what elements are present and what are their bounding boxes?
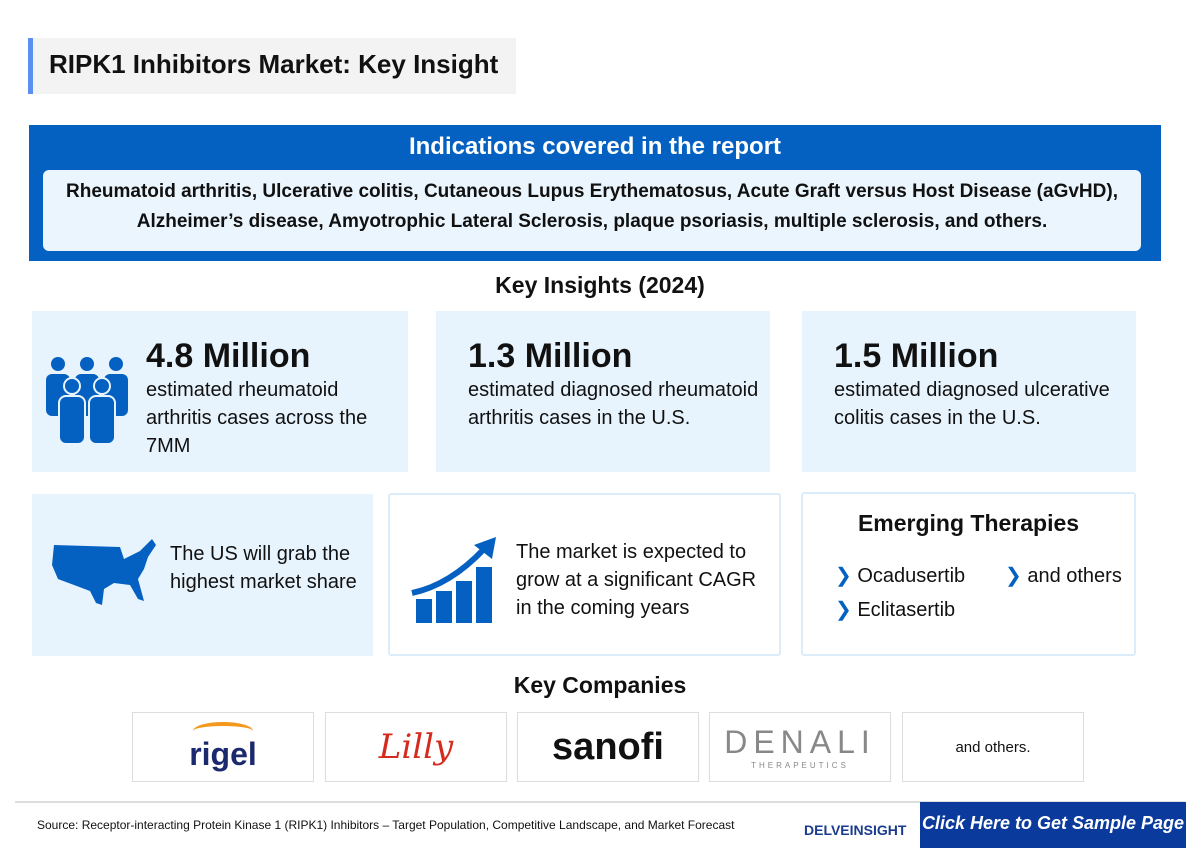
stat-desc: estimated rheumatoid arthritis cases acr… — [146, 379, 368, 457]
therapy-item: ❯ Eclitasertib — [835, 599, 956, 621]
stat-value: 4.8 Million — [146, 337, 311, 375]
stat-card-3: 1.5 Million estimated diagnosed ulcerati… — [802, 311, 1136, 472]
us-map-icon — [52, 539, 156, 605]
indications-text: Rheumatoid arthritis, Ulcerative colitis… — [43, 170, 1141, 251]
us-share-card: The US will grab the highest market shar… — [32, 494, 373, 656]
source-text: Source: Receptor-interacting Protein Kin… — [37, 818, 735, 832]
indications-heading: Indications covered in the report — [408, 133, 782, 160]
stat-desc: estimated diagnosed ulcerative colitis c… — [834, 379, 1110, 429]
insights-heading: Key Insights (2024) — [495, 272, 705, 298]
stat-value: 1.5 Million — [834, 337, 999, 375]
stat-value: 1.3 Million — [468, 337, 633, 375]
others-logo: and others. — [902, 712, 1084, 782]
therapies-card: Emerging Therapies ❯ Ocadusertib ❯ Eclit… — [801, 492, 1136, 656]
growth-card: The market is expected to grow at a sign… — [388, 493, 781, 656]
therapies-heading: Emerging Therapies — [857, 510, 1080, 536]
divider — [15, 801, 1185, 803]
denali-logo: DENALI THERAPEUTICS — [709, 712, 891, 782]
people-group-icon — [46, 357, 128, 445]
stat-card-2: 1.3 Million estimated diagnosed rheumato… — [436, 311, 770, 472]
sample-page-button[interactable]: Click Here to Get Sample Page — [920, 802, 1186, 848]
lilly-logo: Lilly — [325, 712, 507, 782]
therapy-item: ❯ Ocadusertib — [835, 565, 966, 587]
stat-card-1: 4.8 Million estimated rheumatoid arthrit… — [32, 311, 408, 472]
rigel-logo: rigel — [132, 712, 314, 782]
page-title: RIPK1 Inhibitors Market: Key Insight — [28, 38, 516, 94]
us-share-text: The US will grab the highest market shar… — [170, 543, 357, 593]
companies-heading: Key Companies — [513, 672, 687, 698]
delveinsight-logo: DELVEINSIGHT — [804, 822, 907, 838]
stat-desc: estimated diagnosed rheumatoid arthritis… — [468, 379, 759, 429]
growth-chart-icon — [411, 537, 496, 623]
sanofi-logo: sanofi — [517, 712, 699, 782]
growth-text: The market is expected to grow at a sign… — [516, 541, 757, 619]
indications-panel: Indications covered in the report Rheuma… — [29, 125, 1161, 261]
therapy-item: ❯ and others — [1005, 565, 1122, 587]
